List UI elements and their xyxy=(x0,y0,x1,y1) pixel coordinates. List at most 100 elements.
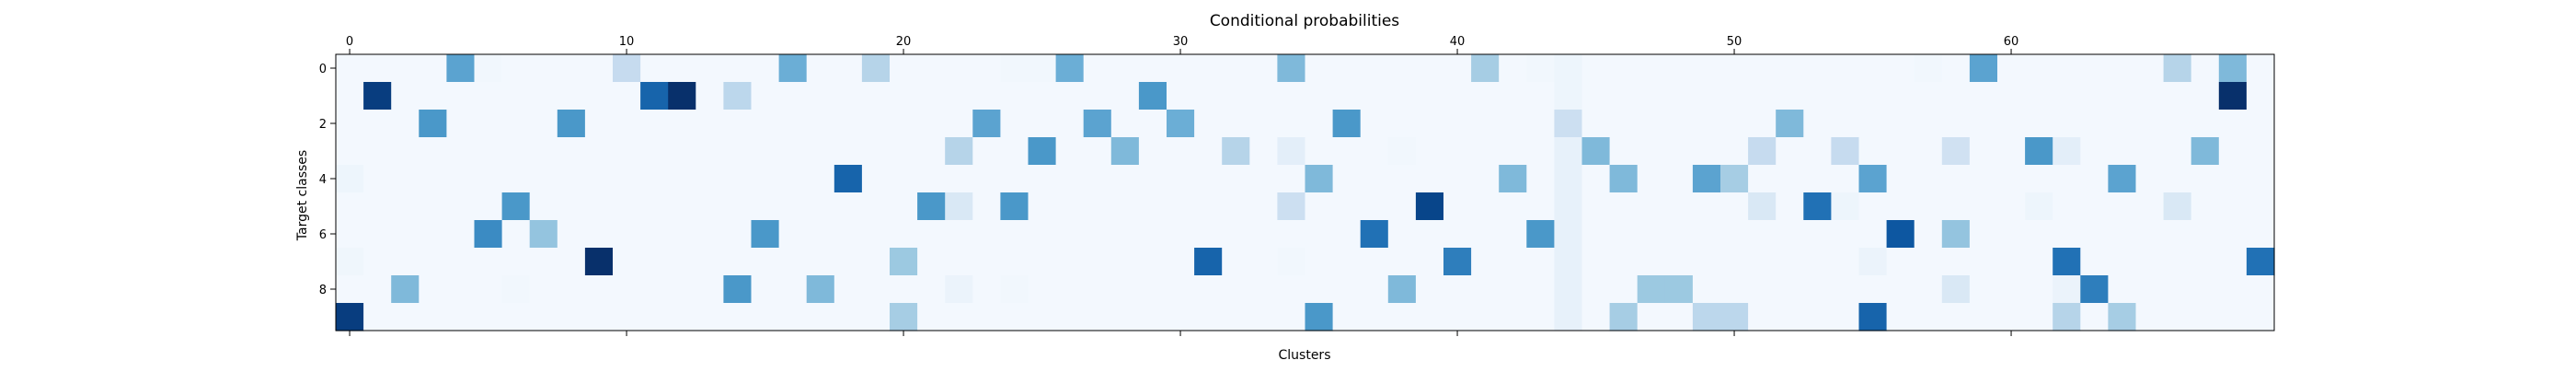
heatmap-cell xyxy=(834,275,863,304)
heatmap-cell xyxy=(2108,137,2137,166)
heatmap-cell xyxy=(1000,220,1029,249)
heatmap-cell xyxy=(1415,110,1444,138)
heatmap-cell xyxy=(419,82,447,110)
heatmap-cell xyxy=(336,192,364,221)
heatmap-cell xyxy=(1167,82,1195,110)
heatmap-cell xyxy=(2053,137,2081,166)
heatmap-cell xyxy=(1332,82,1362,110)
heatmap-cell xyxy=(1554,137,1583,166)
heatmap-cell xyxy=(1997,137,2026,166)
heatmap-cell xyxy=(1222,137,1250,166)
heatmap-cell xyxy=(834,110,863,138)
heatmap-cell xyxy=(1803,110,1832,138)
heatmap-cell xyxy=(1858,192,1888,221)
heatmap-cell xyxy=(501,275,531,304)
heatmap-cell xyxy=(1886,137,1915,166)
heatmap-cell xyxy=(1277,110,1306,138)
heatmap-cell xyxy=(1387,110,1417,138)
heatmap-cell xyxy=(945,82,973,110)
heatmap-cell xyxy=(1387,165,1417,193)
heatmap-cell xyxy=(1886,165,1915,193)
heatmap-cell xyxy=(806,137,835,166)
heatmap-cell xyxy=(1138,82,1167,110)
heatmap-cell xyxy=(1969,275,1998,304)
x-axis-ticks: 0 10 20 30 40 50 60 xyxy=(346,35,2018,336)
heatmap-cell xyxy=(778,192,808,221)
heatmap-cell xyxy=(529,165,558,193)
heatmap-cell xyxy=(1969,165,1998,193)
heatmap-cell xyxy=(1748,275,1777,304)
heatmap-cell xyxy=(1914,54,1943,83)
heatmap-cell xyxy=(1055,54,1085,83)
heatmap-cell xyxy=(640,82,669,110)
heatmap-cell xyxy=(1360,192,1389,221)
heatmap-cell xyxy=(723,248,753,276)
heatmap-cell xyxy=(1083,275,1112,304)
heatmap-cell xyxy=(917,220,946,249)
heatmap-cell xyxy=(1028,248,1057,276)
heatmap-cell xyxy=(1083,110,1112,138)
heatmap-cell xyxy=(1083,165,1112,193)
heatmap-cell xyxy=(1720,137,1749,166)
heatmap-cell xyxy=(1748,248,1777,276)
heatmap-cell xyxy=(1443,54,1472,83)
heatmap-cell xyxy=(1360,82,1389,110)
heatmap-cell xyxy=(1222,54,1250,83)
heatmap-cell xyxy=(1028,192,1057,221)
heatmap-cell xyxy=(890,165,918,193)
heatmap-cell xyxy=(1332,192,1362,221)
heatmap-cell xyxy=(2025,192,2053,221)
heatmap-cell xyxy=(2191,137,2220,166)
heatmap-cell xyxy=(834,303,863,331)
heatmap-cell xyxy=(696,248,724,276)
heatmap-cell xyxy=(1471,165,1500,193)
heatmap-cell xyxy=(806,192,835,221)
heatmap-cell xyxy=(2080,192,2109,221)
heatmap-cell xyxy=(1581,165,1611,193)
heatmap-cell xyxy=(1554,165,1583,193)
heatmap-cell xyxy=(1776,248,1804,276)
heatmap-cell xyxy=(1028,303,1057,331)
heatmap-cell xyxy=(474,54,503,83)
heatmap-cell xyxy=(474,82,503,110)
heatmap-cell xyxy=(1526,82,1555,110)
heatmap-cell xyxy=(1692,220,1721,249)
heatmap-cell xyxy=(696,110,724,138)
heatmap-cell xyxy=(1858,54,1888,83)
heatmap-cell xyxy=(336,275,364,304)
heatmap-cell xyxy=(1803,165,1832,193)
heatmap-cell xyxy=(2080,220,2109,249)
heatmap-cell xyxy=(557,110,586,138)
heatmap-cell xyxy=(391,54,420,83)
heatmap-cell xyxy=(1055,248,1085,276)
heatmap-cell xyxy=(723,54,753,83)
heatmap-cell xyxy=(1720,110,1749,138)
heatmap-cell xyxy=(1526,110,1555,138)
heatmap-cell xyxy=(1443,82,1472,110)
heatmap-cell xyxy=(2053,192,2081,221)
heatmap-cell xyxy=(2135,192,2165,221)
heatmap-cell xyxy=(584,165,614,193)
heatmap-cell xyxy=(1609,220,1639,249)
heatmap-cell xyxy=(1000,192,1029,221)
heatmap-cell xyxy=(1249,303,1278,331)
heatmap-cell xyxy=(2218,275,2248,304)
heatmap-cell xyxy=(2246,54,2275,83)
heatmap-cell xyxy=(1387,82,1417,110)
heatmap-cell xyxy=(1858,137,1888,166)
heatmap-cell xyxy=(2163,303,2192,331)
heatmap-cell xyxy=(778,220,808,249)
heatmap-cell xyxy=(1720,54,1749,83)
heatmap-cell xyxy=(1055,303,1085,331)
heatmap-cell xyxy=(2191,220,2220,249)
heatmap-cell xyxy=(529,54,558,83)
heatmap-cell xyxy=(391,248,420,276)
heatmap-cell xyxy=(2246,165,2275,193)
heatmap-cell xyxy=(1305,220,1334,249)
heatmap-cell xyxy=(1969,303,1998,331)
heatmap-cell xyxy=(2053,220,2081,249)
heatmap-cell xyxy=(834,82,863,110)
heatmap-cell xyxy=(890,220,918,249)
heatmap-cell xyxy=(1969,54,1998,83)
heatmap-cell xyxy=(1941,110,1971,138)
